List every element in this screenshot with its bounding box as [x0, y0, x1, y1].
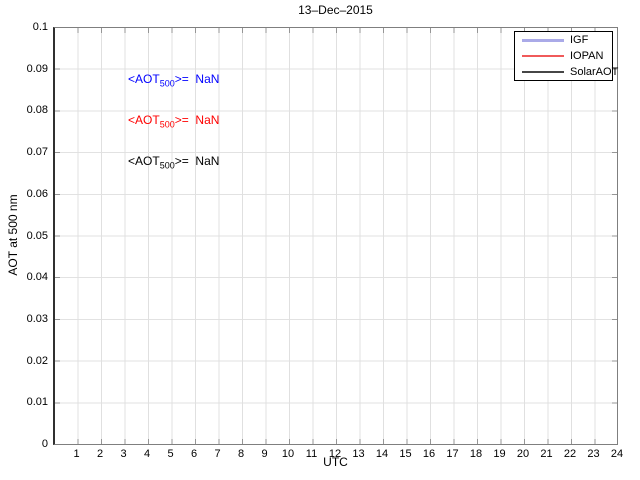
x-axis-ticks-bottom: [55, 439, 617, 444]
y-tick-label: 0.02: [26, 354, 48, 367]
y-tick-label: 0.09: [26, 62, 48, 75]
legend-label: IOPAN: [570, 49, 604, 62]
y-tick-label: 0.01: [26, 396, 48, 409]
plot-area: [53, 27, 618, 445]
legend-entry-solaraot: SolarAOT: [515, 66, 618, 79]
y-axis-ticks-left: [55, 28, 60, 444]
legend: IGF IOPAN SolarAOT: [514, 31, 618, 81]
x-axis-label: UTC: [323, 455, 348, 469]
legend-line-sample: [522, 71, 564, 73]
y-tick-label: 0.03: [26, 312, 48, 325]
y-axis-label: AOT at 500 nm: [6, 194, 20, 276]
legend-entry-iopan: IOPAN: [515, 50, 612, 63]
legend-line-sample: [522, 38, 564, 42]
legend-entry-igf: IGF: [515, 34, 612, 47]
y-tick-label: 0.1: [32, 21, 48, 33]
y-tick-label: 0.07: [26, 146, 48, 159]
y-tick-label: 0.08: [26, 104, 48, 117]
legend-label: IGF: [570, 33, 589, 46]
legend-label: SolarAOT: [570, 65, 619, 78]
y-axis-ticks-right: [612, 28, 617, 444]
y-tick-label: 0: [41, 438, 48, 450]
chart-title: 13–Dec–2015: [298, 3, 373, 17]
legend-line-sample: [522, 55, 564, 57]
